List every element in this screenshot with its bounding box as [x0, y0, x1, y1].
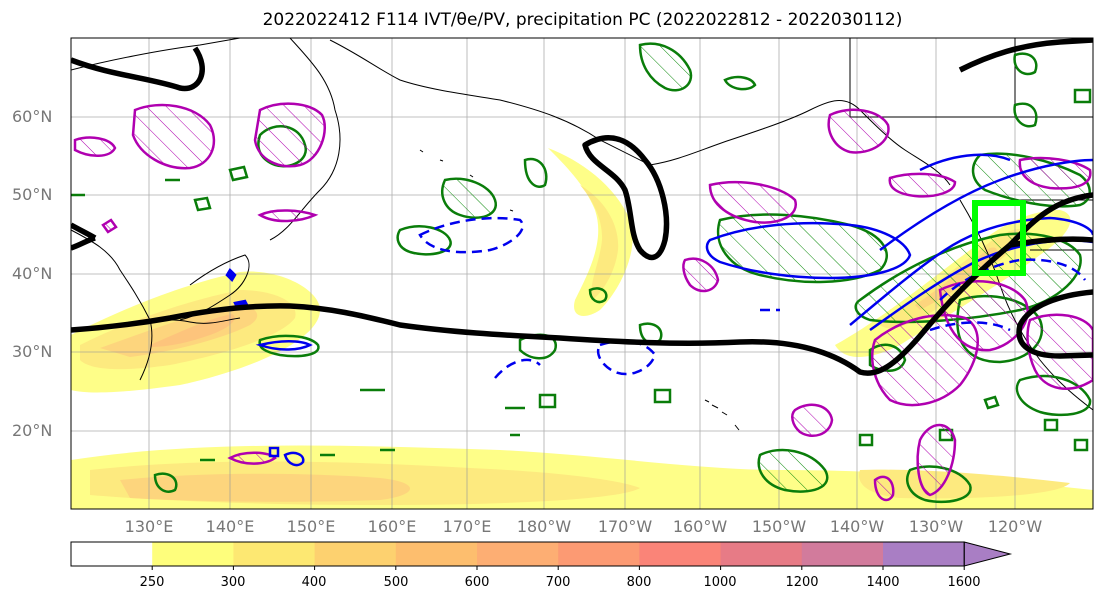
colorbar-tick-label: 1200 — [785, 575, 819, 590]
lon-label: 130°E — [124, 517, 174, 536]
precip-pc-dashes — [71, 178, 525, 462]
colorbar-tick-label: 1000 — [703, 575, 737, 590]
pv-contours — [73, 102, 1093, 502]
lat-label: 60°N — [12, 107, 53, 126]
plot-title: 2022022412 F114 IVT/θe/PV, precipitation… — [262, 10, 903, 30]
colorbar-segment — [720, 542, 803, 566]
colorbar-segment — [314, 542, 397, 566]
lat-label: 20°N — [12, 421, 53, 440]
colorbar-segment — [883, 542, 965, 566]
highlight-box — [972, 200, 1026, 276]
colorbar-tick-label: 700 — [545, 575, 571, 590]
colorbar-extend-arrow — [963, 541, 1013, 567]
lon-label: 120°W — [987, 517, 1043, 536]
colorbar-border — [70, 541, 965, 567]
colorbar-tick-label: 300 — [220, 575, 246, 590]
colorbar-tick-label: 1600 — [947, 575, 981, 590]
lon-label: 140°E — [205, 517, 255, 536]
lon-label: 140°W — [829, 517, 885, 536]
colorbar-segment — [152, 542, 234, 566]
colorbar-segment — [639, 542, 722, 566]
lon-label: 180°W — [516, 517, 572, 536]
lon-label: 130°W — [908, 517, 964, 536]
lon-label: 160°W — [672, 517, 728, 536]
colorbar-tick-label: 400 — [301, 575, 327, 590]
lat-label: 30°N — [12, 342, 53, 361]
colorbar-segment — [71, 542, 153, 566]
colorbar-tick-label: 500 — [383, 575, 409, 590]
ivt-contour — [71, 38, 1093, 376]
lon-label: 150°W — [751, 517, 807, 536]
colorbar-segment — [558, 542, 640, 566]
lon-label: 170°E — [442, 517, 492, 536]
lat-label: 40°N — [12, 264, 53, 283]
colorbar-segment — [477, 542, 559, 566]
colorbar-tick-label: 800 — [626, 575, 652, 590]
colorbar-segment — [395, 542, 478, 566]
colorbar-tick-label: 250 — [139, 575, 165, 590]
theta-e-dashed — [418, 216, 1087, 379]
lon-label: 170°W — [597, 517, 653, 536]
colorbar-segment — [233, 542, 316, 566]
lon-label: 150°E — [286, 517, 336, 536]
colorbar-segment — [801, 542, 884, 566]
colorbar — [70, 541, 1013, 570]
lat-label: 50°N — [12, 185, 53, 204]
colorbar-tick-label: 600 — [464, 575, 490, 590]
colorbar-tick-label: 1400 — [866, 575, 900, 590]
lon-label: 160°E — [367, 517, 417, 536]
